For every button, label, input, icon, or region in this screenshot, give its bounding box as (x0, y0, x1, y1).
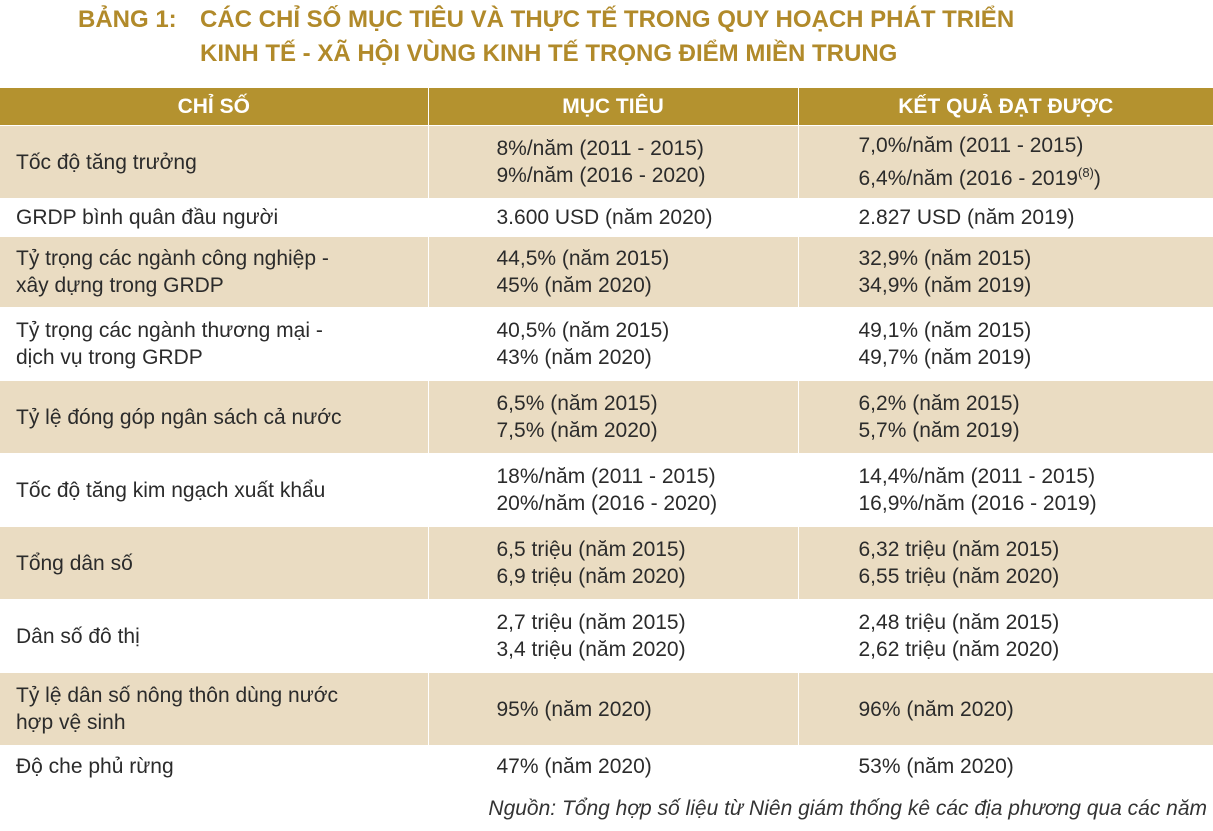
table-row: Tỷ lệ đóng góp ngân sách cả nước 6,5% (n… (0, 380, 1213, 454)
target-cell: 3.600 USD (năm 2020) (428, 198, 799, 237)
table-row: Tỷ trọng các ngành thương mại - dịch vụ t… (0, 307, 1213, 381)
indicator-cell: Tỷ trọng các ngành thương mại - dịch vụ t… (0, 307, 429, 381)
indicator-cell: Tổng dân số (0, 526, 429, 600)
target-cell: 8%/năm (2011 - 2015) 9%/năm (2016 - 2020) (428, 125, 799, 199)
title-line-1: CÁC CHỈ SỐ MỤC TIÊU VÀ THỰC TẾ TRONG QUY… (200, 6, 1015, 33)
table-title: BẢNG 1: CÁC CHỈ SỐ MỤC TIÊU VÀ THỰC TẾ T… (0, 0, 1213, 86)
source-note: Nguồn: Tổng hợp số liệu từ Niên giám thố… (488, 797, 1207, 820)
header-result: KẾT QUẢ ĐẠT ĐƯỢC (798, 88, 1213, 126)
target-cell: 95% (năm 2020) (428, 672, 799, 746)
result-cell: 2,48 triệu (năm 2015) 2,62 triệu (năm 202… (798, 599, 1213, 673)
target-cell: 47% (năm 2020) (428, 745, 799, 787)
header-indicator: CHỈ SỐ (0, 88, 429, 126)
indicator-cell: Độ che phủ rừng (0, 745, 429, 787)
table-row: Tỷ trọng các ngành công nghiệp - xây dựng… (0, 236, 1213, 308)
indicator-cell: Tỷ lệ đóng góp ngân sách cả nước (0, 380, 429, 454)
table-number: BẢNG 1: (78, 6, 177, 33)
indicator-cell: Tỷ lệ dân số nông thôn dùng nước hợp vệ s… (0, 672, 429, 746)
result-cell: 2.827 USD (năm 2019) (798, 198, 1213, 237)
indicator-cell: GRDP bình quân đầu người (0, 198, 429, 237)
target-cell: 44,5% (năm 2015) 45% (năm 2020) (428, 236, 799, 308)
footnote-ref: (8) (1077, 165, 1094, 180)
result-cell: 96% (năm 2020) (798, 672, 1213, 746)
result-cell: 49,1% (năm 2015) 49,7% (năm 2019) (798, 307, 1213, 381)
result-cell: 53% (năm 2020) (798, 745, 1213, 787)
table-row: Dân số đô thị 2,7 triệu (năm 2015) 3,4 tr… (0, 599, 1213, 673)
target-cell: 40,5% (năm 2015) 43% (năm 2020) (428, 307, 799, 381)
indicator-cell: Tỷ trọng các ngành công nghiệp - xây dựng… (0, 236, 429, 308)
target-cell: 6,5% (năm 2015) 7,5% (năm 2020) (428, 380, 799, 454)
table-row: Độ che phủ rừng 47% (năm 2020) 53% (năm … (0, 745, 1213, 787)
indicator-cell: Tốc độ tăng kim ngạch xuất khẩu (0, 453, 429, 527)
indicators-table: CHỈ SỐ MỤC TIÊU KẾT QUẢ ĐẠT ĐƯỢC Tốc độ … (0, 88, 1213, 787)
target-cell: 6,5 triệu (năm 2015) 6,9 triệu (năm 2020) (428, 526, 799, 600)
table-row: Tốc độ tăng trưởng 8%/năm (2011 - 2015) 9… (0, 125, 1213, 199)
table-row: Tốc độ tăng kim ngạch xuất khẩu 18%/năm … (0, 453, 1213, 527)
indicator-cell: Dân số đô thị (0, 599, 429, 673)
result-cell: 6,2% (năm 2015) 5,7% (năm 2019) (798, 380, 1213, 454)
table-row: Tổng dân số 6,5 triệu (năm 2015) 6,9 triệ… (0, 526, 1213, 600)
table-row: Tỷ lệ dân số nông thôn dùng nước hợp vệ s… (0, 672, 1213, 746)
target-cell: 18%/năm (2011 - 2015) 20%/năm (2016 - 202… (428, 453, 799, 527)
table-row: GRDP bình quân đầu người 3.600 USD (năm … (0, 198, 1213, 237)
result-cell: 7,0%/năm (2011 - 2015) 6,4%/năm (2016 - 2… (798, 125, 1213, 199)
result-cell: 14,4%/năm (2011 - 2015) 16,9%/năm (2016 -… (798, 453, 1213, 527)
header-row: CHỈ SỐ MỤC TIÊU KẾT QUẢ ĐẠT ĐƯỢC (0, 88, 1213, 126)
result-cell: 32,9% (năm 2015) 34,9% (năm 2019) (798, 236, 1213, 308)
target-cell: 2,7 triệu (năm 2015) 3,4 triệu (năm 2020) (428, 599, 799, 673)
indicator-cell: Tốc độ tăng trưởng (0, 125, 429, 199)
header-target: MỤC TIÊU (428, 88, 799, 126)
result-cell: 6,32 triệu (năm 2015) 6,55 triệu (năm 202… (798, 526, 1213, 600)
title-line-2: KINH TẾ - XÃ HỘI VÙNG KINH TẾ TRỌNG ĐIỂM… (200, 40, 898, 67)
